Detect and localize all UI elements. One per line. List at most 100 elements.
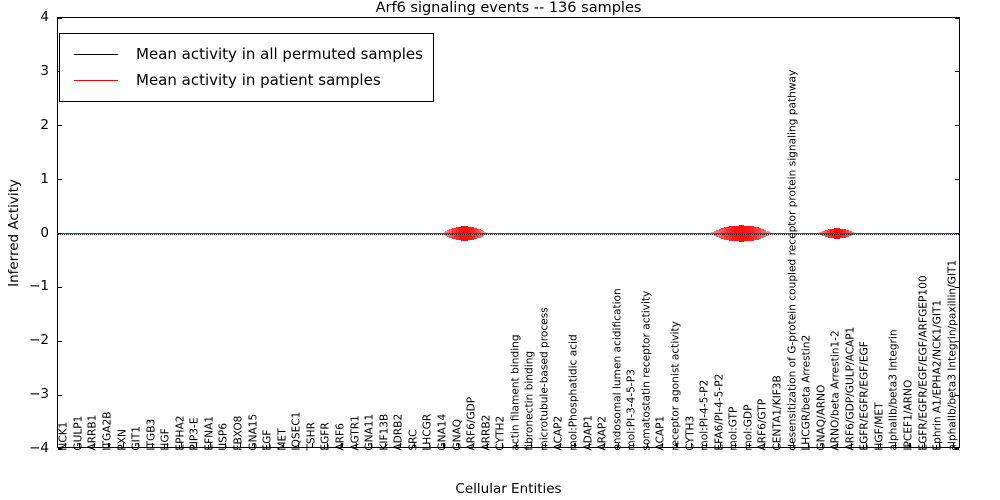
violin-body-segment: [477, 228, 479, 239]
violin-body-segment: [763, 229, 767, 238]
x-tick-mark: [734, 443, 736, 447]
plot-axes: NCK1 GULP1 ARRB1 ITGA2B PXN GIT1 ITGB3 HGF EPHA2…: [57, 17, 960, 451]
violin-body-segment: [733, 225, 737, 242]
x-tick-mark: [370, 443, 372, 447]
x-tick-mark: [924, 443, 926, 447]
violin-body-segment: [443, 231, 446, 236]
y-tick-label: −2: [29, 332, 49, 349]
violin-body-segment: [478, 229, 481, 238]
x-tick-mark: [763, 443, 765, 447]
violin-body-segment: [768, 231, 772, 236]
y-tick-mark: [955, 17, 959, 19]
x-tick-label: ARF6/GDP: [465, 397, 478, 451]
x-tick-label: ARF6/GTP: [756, 399, 769, 451]
y-tick-mark: [955, 71, 959, 73]
x-tick-label: ARRB2: [480, 415, 493, 451]
x-tick-mark: [603, 443, 605, 447]
plot-area: [58, 18, 959, 447]
x-tick-mark: [545, 443, 547, 447]
violin-body-segment: [835, 228, 838, 239]
violin-body-segment: [459, 226, 462, 241]
legend-item: Mean activity in all permuted samples: [70, 41, 423, 67]
x-tick-mark: [691, 443, 693, 447]
x-tick-mark: [647, 443, 649, 447]
violin-body-segment: [826, 229, 829, 238]
violin-body-segment: [468, 226, 471, 241]
x-tick-label: CENTA1/KIF3B: [771, 375, 784, 451]
x-tick-label: HGF/MET: [873, 402, 886, 451]
x-tick-mark: [720, 443, 722, 447]
x-tick-label: mol:GDP: [742, 404, 755, 451]
x-tick-mark: [472, 443, 474, 447]
violin-body-segment: [728, 226, 732, 241]
y-tick-mark: [58, 340, 62, 342]
x-tick-mark: [938, 443, 940, 447]
violin-body-segment: [726, 226, 729, 241]
x-tick-mark: [268, 443, 270, 447]
y-tick-mark: [58, 179, 62, 181]
y-tick-mark: [58, 232, 62, 235]
x-tick-label: GULP1: [72, 416, 85, 451]
violin-body-segment: [761, 228, 764, 239]
violin-body-segment: [470, 226, 472, 241]
x-tick-mark: [661, 443, 663, 447]
x-tick-label: ADAP1: [582, 415, 594, 451]
violin-body-segment: [461, 226, 464, 241]
x-tick-mark: [953, 443, 955, 447]
legend-line-icon-permuted: [74, 53, 118, 55]
violin-body-segment: [828, 229, 830, 238]
violin-body-segment: [852, 231, 854, 236]
x-tick-label: PIP3-E: [188, 417, 201, 451]
x-tick-mark: [312, 443, 314, 447]
violin-body-segment: [751, 226, 754, 241]
violin-body-segment: [473, 227, 476, 240]
x-tick-label: somatostatin receptor activity: [640, 291, 653, 451]
x-tick-mark: [356, 443, 358, 447]
y-tick-mark: [955, 125, 959, 127]
violin-body-segment: [746, 225, 749, 242]
x-tick-label: MET: [276, 428, 289, 451]
violin-body-segment: [452, 228, 455, 239]
x-tick-label: mol:PI-4-5-P2: [698, 380, 711, 451]
violin-body-segment: [718, 228, 722, 239]
x-tick-mark: [195, 443, 197, 447]
y-tick-label: 4: [40, 9, 49, 25]
y-tick-label: 0: [40, 224, 49, 241]
violin-body-segment: [849, 230, 851, 237]
violin-body-segment: [758, 228, 762, 239]
x-tick-mark: [676, 443, 678, 447]
x-tick-label: EGFR: [319, 422, 332, 451]
x-tick-mark: [894, 443, 896, 447]
violin-body-segment: [756, 227, 759, 240]
x-tick-label: alphaIIb/beta3 Integrin: [887, 329, 900, 451]
x-tick-mark: [822, 443, 824, 447]
y-tick-label: 1: [40, 170, 49, 187]
violin-body-segment: [448, 229, 451, 238]
x-tick-label: ADRB2: [392, 414, 405, 451]
x-tick-mark: [749, 443, 751, 447]
x-tick-label: ARNO/beta Arrestin1-2: [829, 330, 842, 451]
violin-body-segment: [847, 230, 850, 237]
x-tick-mark: [108, 443, 110, 447]
x-tick-label: microtubule-based process: [538, 307, 551, 451]
page-title: Arf6 signaling events -- 136 samples: [375, 0, 642, 16]
x-tick-label: ITGB3: [145, 419, 158, 451]
x-tick-label: IQSEC1: [290, 411, 303, 451]
violin-body-segment: [466, 226, 469, 241]
x-tick-label: EFNA1: [203, 416, 216, 451]
violin-body-segment: [445, 230, 448, 237]
violin-body-segment: [829, 229, 832, 238]
x-tick-label: ARF6: [334, 423, 347, 451]
y-tick-mark: [955, 394, 959, 396]
x-tick-mark: [501, 443, 503, 447]
violin-body-segment: [736, 225, 739, 242]
y-tick-label: 2: [40, 116, 49, 133]
x-tick-label: mol:PI-3-4-5-P3: [625, 369, 638, 451]
x-tick-mark: [618, 443, 620, 447]
x-tick-mark: [443, 443, 445, 447]
violin-body-segment: [457, 226, 460, 241]
x-tick-mark: [807, 443, 809, 447]
x-axis-label: Cellular Entities: [455, 481, 562, 497]
x-tick-label: KIF13B: [378, 414, 391, 451]
